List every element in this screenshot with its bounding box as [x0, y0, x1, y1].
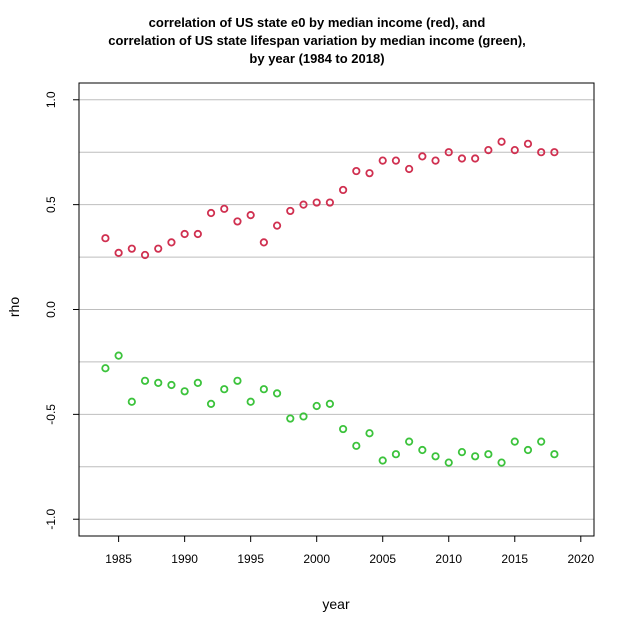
series-0-point-2016: [523, 139, 533, 148]
series-1-point-2003: [352, 441, 361, 450]
series-1-point-1996: [259, 385, 268, 394]
series-1-point-1989: [167, 380, 176, 390]
x-tick-label-6: 2015: [501, 552, 528, 566]
series-0-point-2005: [378, 156, 387, 165]
series-0-point-2006: [391, 156, 401, 165]
series-0-point-1988: [154, 244, 163, 253]
series-1-point-1987: [140, 376, 150, 385]
series-1-point-1994: [233, 376, 242, 385]
series-0-point-1992: [206, 208, 216, 218]
series-1-point-2014: [497, 458, 506, 467]
series-1-point-1988: [154, 378, 163, 388]
x-axis: 1985 1990 1995 2000 2005 2010 2015 2020: [105, 536, 594, 566]
x-tick-label-3: 2000: [303, 552, 330, 566]
series-1-point-2001: [325, 399, 334, 408]
y-tick-label-2: 0.0: [44, 301, 58, 318]
series-1-point-2006: [391, 450, 401, 459]
series-0-point-1990: [180, 229, 189, 239]
series-0-point-2008: [418, 152, 427, 161]
chart-title-line-3: by year (1984 to 2018): [249, 51, 384, 66]
series-0-point-2010: [444, 148, 453, 157]
series-0-point-1997: [272, 221, 282, 230]
series-1-point-2013: [484, 450, 493, 459]
series-1-point-1998: [286, 414, 295, 423]
y-tick-label-1: -0.5: [44, 404, 58, 425]
series-0-point-1989: [167, 238, 176, 247]
series-1-point-2016: [523, 445, 533, 455]
series-1-point-2000: [312, 401, 321, 411]
series-0-point-1994: [233, 217, 242, 226]
series-1-point-1990: [180, 387, 189, 396]
series-0-point-1984: [101, 234, 110, 243]
chart-title: correlation of US state e0 by median inc…: [108, 15, 526, 66]
series-1-point-1991: [193, 378, 202, 388]
series-1-point-2009: [431, 452, 440, 461]
data-points: [101, 137, 559, 467]
series-0-point-2018: [550, 148, 559, 157]
x-tick-label-7: 2020: [567, 552, 594, 566]
series-0-point-2004: [365, 169, 374, 178]
series-0-point-1999: [299, 200, 308, 209]
series-1-point-2004: [365, 429, 374, 438]
series-0-point-1985: [114, 248, 123, 257]
y-axis-label: rho: [6, 297, 22, 317]
x-tick-label-5: 2010: [435, 552, 462, 566]
y-axis: -1.0 -0.5 0.0 0.5 1.0: [44, 91, 79, 530]
series-1-point-2011: [457, 448, 467, 457]
x-tick-label-4: 2005: [369, 552, 396, 566]
series-1-point-2002: [339, 424, 348, 434]
y-tick-label-3: 0.5: [44, 196, 58, 213]
series-1-point-1992: [206, 399, 216, 408]
series-0-point-2014: [497, 137, 506, 146]
series-1-point-2018: [550, 450, 559, 459]
series-0-point-2017: [537, 148, 546, 157]
series-1-point-1999: [299, 412, 308, 421]
y-tick-label-4: 1.0: [44, 91, 58, 108]
series-1-point-2007: [405, 437, 414, 446]
series-0-point-2009: [431, 156, 440, 165]
series-0-point-1986: [127, 244, 136, 253]
series-0-point-2002: [339, 185, 348, 195]
x-tick-label-1: 1990: [171, 552, 198, 566]
series-0-point-1998: [286, 206, 295, 216]
series-0-point-2012: [471, 154, 480, 163]
series-0-point-2007: [405, 164, 414, 174]
series-0-point-2013: [484, 146, 493, 155]
series-1-point-1997: [272, 389, 282, 398]
series-1-point-1984: [101, 364, 110, 373]
chart-title-line-2: correlation of US state lifespan variati…: [108, 33, 526, 48]
series-0-point-1993: [220, 204, 229, 213]
series-0-point-2001: [325, 198, 334, 207]
series-1-point-1993: [220, 385, 229, 394]
series-0-point-1991: [193, 229, 202, 239]
x-axis-label: year: [322, 596, 350, 612]
series-0-point-2015: [510, 146, 519, 155]
x-tick-label-2: 1995: [237, 552, 264, 566]
chart-title-line-1: correlation of US state e0 by median inc…: [149, 15, 486, 30]
series-1-point-2017: [537, 437, 546, 446]
series-1-point-2015: [510, 437, 519, 446]
series-1-point-2010: [444, 458, 453, 467]
series-1-point-1986: [127, 397, 136, 406]
series-0-point-2000: [312, 198, 321, 207]
series-0-point-2003: [352, 166, 361, 176]
x-tick-label-0: 1985: [105, 552, 132, 566]
series-1-point-2008: [418, 445, 427, 455]
series-0-point-1996: [259, 238, 268, 247]
series-1-point-1995: [246, 397, 255, 406]
series-1-point-1985: [114, 351, 123, 360]
series-1-point-2012: [471, 452, 480, 461]
y-tick-label-0: -1.0: [44, 509, 58, 530]
series-1-point-2005: [378, 456, 387, 465]
series-0-point-1987: [140, 250, 150, 260]
series-0-point-1995: [246, 211, 255, 220]
gridlines: [79, 99, 594, 520]
series-0-point-2011: [457, 154, 467, 163]
